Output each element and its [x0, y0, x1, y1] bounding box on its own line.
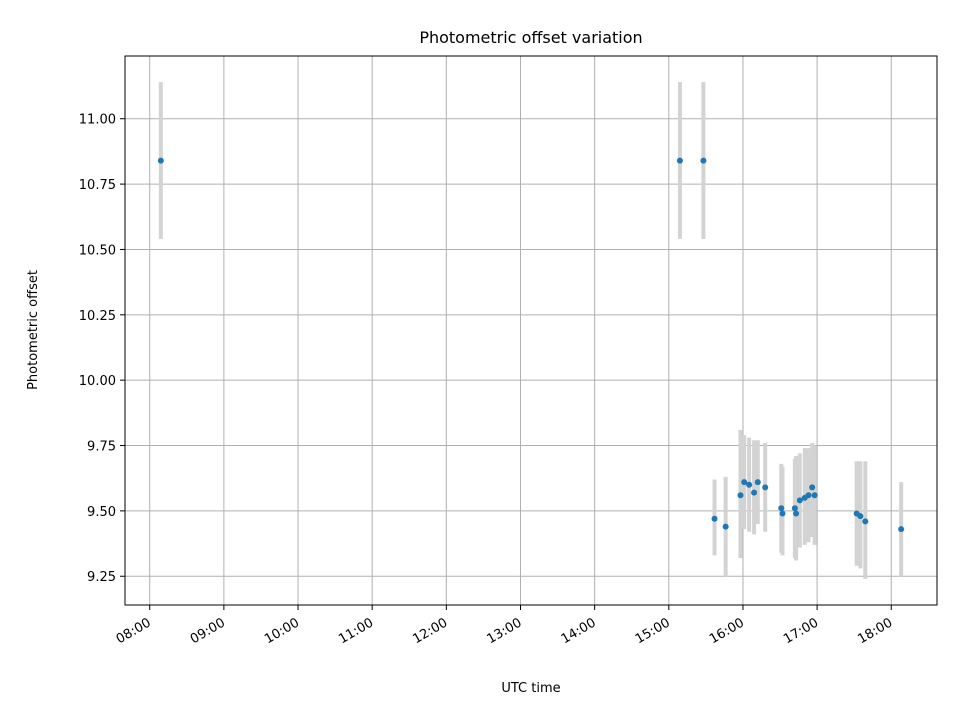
y-tick-label: 10.00: [79, 374, 116, 389]
data-point: [741, 479, 748, 486]
y-tick-label: 9.25: [87, 570, 116, 585]
data-points: [157, 157, 905, 533]
data-point: [737, 492, 744, 499]
data-point: [676, 157, 683, 164]
y-tick-label: 9.50: [87, 505, 116, 520]
x-axis-ticks: 08:00 09:00 10:00 11:00 12:00 13:00 14:00 15:00…: [114, 605, 895, 647]
data-point: [791, 505, 798, 512]
y-tick-label: 10.25: [79, 309, 116, 324]
data-point: [857, 513, 864, 520]
x-tick-label: 11:00: [336, 615, 376, 647]
data-point: [811, 492, 818, 499]
data-point: [711, 515, 718, 522]
error-bars: [158, 82, 904, 579]
data-point: [809, 484, 816, 491]
data-point: [746, 481, 753, 488]
data-point: [754, 479, 761, 486]
data-point: [793, 510, 800, 517]
chart-title: Photometric offset variation: [419, 28, 642, 47]
x-tick-label: 12:00: [410, 615, 450, 647]
y-tick-label: 11.00: [79, 113, 116, 128]
y-tick-label: 9.75: [87, 440, 116, 455]
data-point: [722, 523, 729, 530]
plot-frame: [124, 55, 938, 606]
data-point: [862, 518, 869, 525]
x-tick-label: 15:00: [633, 615, 673, 647]
x-tick-label: 09:00: [188, 615, 228, 647]
data-point: [762, 484, 769, 491]
x-tick-label: 13:00: [485, 615, 525, 647]
data-point: [778, 505, 785, 512]
y-axis-ticks: 9.25 9.50 9.75 10.00 10.25 10.50 10.75 11.00: [79, 113, 125, 585]
x-axis-label: UTC time: [501, 681, 560, 696]
data-point: [796, 497, 803, 504]
data-point: [779, 510, 786, 517]
x-tick-label: 08:00: [114, 615, 154, 647]
x-tick-label: 10:00: [262, 615, 302, 647]
y-axis-label: Photometric offset: [26, 270, 41, 390]
data-point: [805, 492, 812, 499]
data-point: [751, 489, 758, 496]
x-tick-label: 16:00: [707, 615, 747, 647]
data-point: [157, 157, 164, 164]
y-tick-label: 10.50: [79, 243, 116, 258]
y-tick-label: 10.75: [79, 178, 116, 193]
data-point: [898, 526, 905, 533]
x-tick-label: 18:00: [855, 615, 895, 647]
x-tick-label: 14:00: [559, 615, 599, 647]
x-tick-label: 17:00: [781, 615, 821, 647]
data-point: [700, 157, 707, 164]
